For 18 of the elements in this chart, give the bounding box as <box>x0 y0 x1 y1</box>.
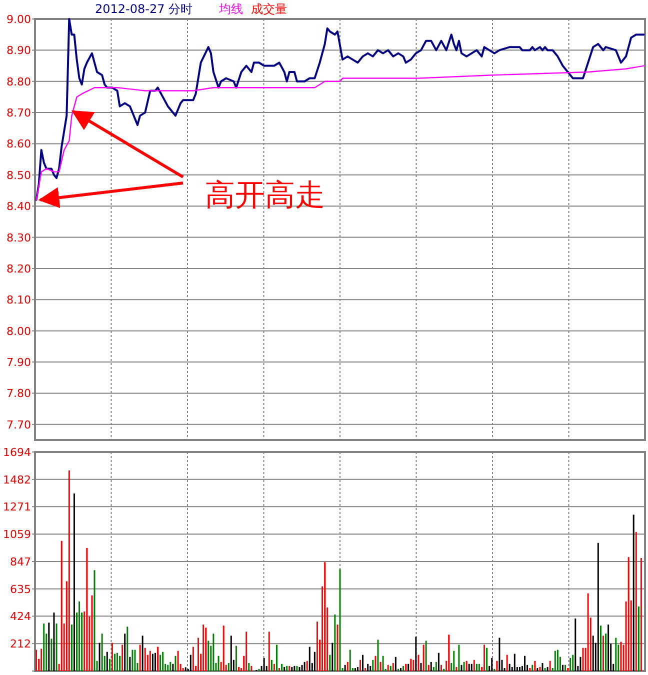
y-tick-label: 9.00 <box>6 13 31 26</box>
text: 均线 <box>218 2 243 16</box>
y-tick-label: 8.80 <box>6 75 31 88</box>
chart-title: 2012-08-27 分时 <box>95 2 193 16</box>
text: 成交量 <box>251 2 287 16</box>
y-tick-label: 8.60 <box>6 138 31 151</box>
y-tick-label: 7.80 <box>6 387 31 400</box>
y-tick-label: 8.40 <box>6 200 31 214</box>
y-tick-label: 8.00 <box>6 324 31 338</box>
y-tick-label: 7.70 <box>6 418 31 432</box>
y-tick-label: 8.50 <box>6 168 31 182</box>
y-tick-label: 8.30 <box>6 231 31 244</box>
y-tick-label: 8.90 <box>6 44 31 58</box>
y-tick-label: 8.20 <box>6 262 31 276</box>
annotation: 高开高走 <box>205 178 325 213</box>
y-tick-label: 8.70 <box>6 106 31 120</box>
y-tick-label: 8.10 <box>6 294 31 307</box>
y-tick-label: 7.90 <box>6 356 31 370</box>
